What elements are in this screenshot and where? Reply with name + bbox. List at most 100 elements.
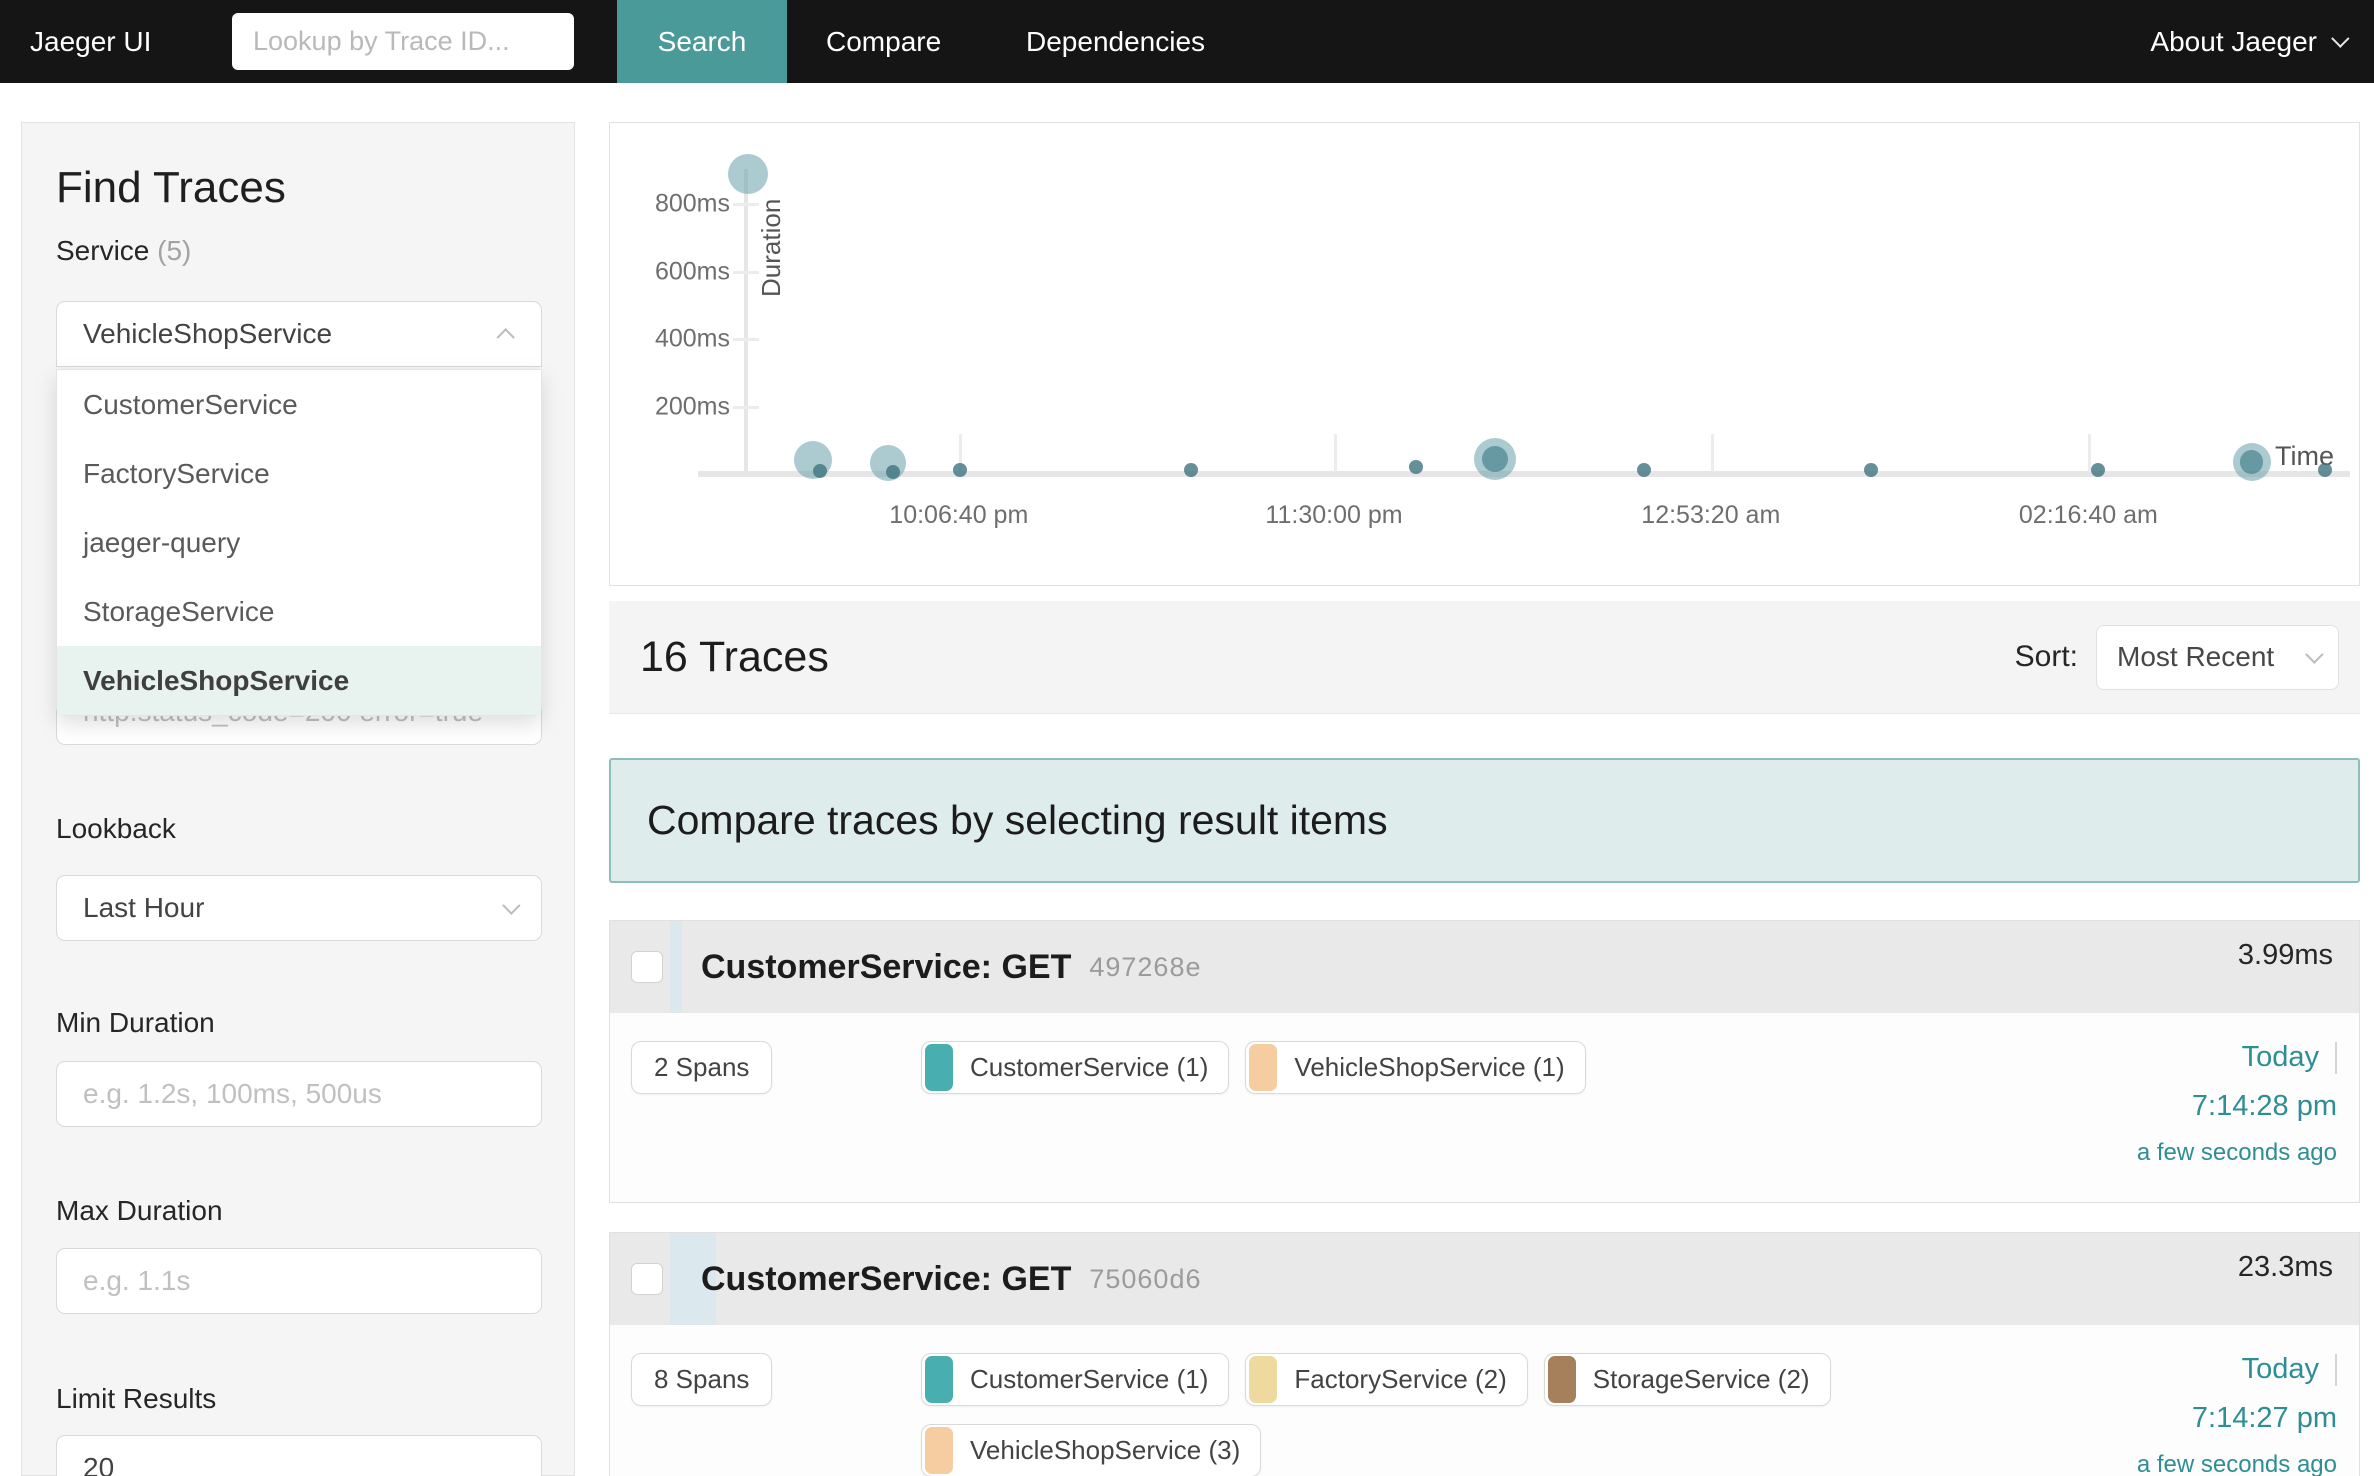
trace-relative-time: a few seconds ago — [2136, 1451, 2337, 1476]
trace-id: 75060d6 — [1089, 1263, 1202, 1294]
compare-banner-text: Compare traces by selecting result items — [647, 797, 1388, 843]
trace-id-lookup-input[interactable] — [232, 13, 574, 70]
y-tick-label: 800ms — [654, 189, 730, 218]
trace-select-checkbox[interactable] — [631, 951, 663, 983]
service-tag-label: StorageService (2) — [1592, 1364, 1810, 1394]
date-divider — [2335, 1041, 2337, 1074]
scatter-point[interactable] — [1409, 459, 1424, 474]
trace-scatter-plot: Duration Time 200ms 400ms 600ms 800ms 10:06:… — [609, 122, 2360, 586]
span-count-pill: 2 Spans — [631, 1041, 773, 1094]
min-duration-label: Min Duration — [56, 1007, 215, 1038]
trace-duration: 3.99ms — [2237, 939, 2333, 971]
y-tick-mark — [733, 270, 759, 274]
service-color-swatch — [925, 1044, 953, 1091]
service-color-swatch — [925, 1427, 953, 1474]
service-tag-pill: StorageService (2) — [1543, 1353, 1831, 1406]
x-tick-mark — [1710, 434, 1714, 472]
service-count: (5) — [157, 235, 192, 266]
service-tag-pill: VehicleShopService (3) — [921, 1424, 1262, 1476]
service-tag-pill: CustomerService (1) — [921, 1353, 1230, 1406]
limit-results-label: Limit Results — [56, 1383, 217, 1414]
x-axis-line — [698, 471, 2350, 477]
service-option[interactable]: FactoryService — [83, 458, 270, 489]
trace-result-item[interactable]: CustomerService: GET 75060d6 23.3ms 8 Sp… — [609, 1232, 2360, 1476]
trace-title: CustomerService: GET — [701, 1259, 1072, 1298]
x-tick-mark — [1334, 434, 1337, 472]
scatter-point[interactable] — [1863, 462, 1878, 477]
service-color-swatch — [1249, 1356, 1278, 1403]
service-option[interactable]: VehicleShopService — [57, 646, 541, 715]
about-jaeger-menu[interactable]: About Jaeger — [2150, 0, 2350, 83]
service-select[interactable]: VehicleShopService — [56, 301, 542, 367]
trace-time[interactable]: 7:14:28 pm — [2191, 1090, 2337, 1122]
x-tick-label: 10:06:40 pm — [889, 501, 1029, 529]
sort-select[interactable]: Most Recent — [2096, 624, 2339, 690]
trace-card-header: CustomerService: GET 497268e 3.99ms — [610, 921, 2359, 1013]
x-tick-label: 11:30:00 pm — [1265, 501, 1403, 529]
sort-label: Sort: — [2014, 640, 2078, 673]
y-tick-label: 200ms — [654, 392, 730, 420]
trace-select-checkbox[interactable] — [631, 1263, 663, 1295]
service-tags: CustomerService (1) VehicleShopService (1… — [921, 1041, 2011, 1094]
trace-result-item[interactable]: CustomerService: GET 497268e 3.99ms 2 Sp… — [609, 920, 2360, 1203]
x-tick-label: 02:16:40 am — [2018, 501, 2158, 529]
trace-date[interactable]: Today — [2241, 1041, 2319, 1073]
trace-duration: 23.3ms — [2237, 1251, 2333, 1283]
y-tick-label: 600ms — [654, 257, 730, 285]
service-option[interactable]: jaeger-query — [83, 527, 241, 558]
y-tick-mark — [733, 338, 759, 341]
trace-time[interactable]: 7:14:27 pm — [2191, 1402, 2337, 1434]
y-axis-line — [744, 169, 748, 474]
service-tag-label: VehicleShopService (3) — [970, 1435, 1241, 1465]
nav-tab-search[interactable]: Search — [617, 0, 787, 83]
service-option[interactable]: StorageService — [83, 596, 275, 627]
service-tag-pill: FactoryService (2) — [1245, 1353, 1528, 1406]
scatter-point-core — [2239, 450, 2264, 474]
service-label: Service (5) — [56, 235, 192, 266]
trace-dates: Today 7:14:27 pm a few seconds ago — [2011, 1353, 2337, 1476]
trace-card-header: CustomerService: GET 75060d6 23.3ms — [610, 1233, 2359, 1325]
y-tick-mark — [733, 203, 759, 206]
results-header-bar: 16 Traces Sort: Most Recent — [609, 601, 2360, 714]
service-tag-pill: CustomerService (1) — [921, 1041, 1230, 1094]
chevron-down-icon — [502, 895, 521, 915]
min-duration-input[interactable] — [56, 1061, 542, 1127]
lookback-select[interactable]: Last Hour — [56, 875, 542, 941]
service-tags: CustomerService (1) FactoryService (2) Sto… — [921, 1353, 2011, 1476]
scatter-point[interactable] — [812, 464, 827, 479]
y-tick-mark — [733, 405, 759, 409]
max-duration-input[interactable] — [56, 1248, 542, 1314]
trace-card-body: 8 Spans CustomerService (1) FactoryServic… — [610, 1325, 2359, 1476]
top-navbar: Jaeger UI Search Compare Dependencies Ab… — [0, 0, 2374, 83]
scatter-point[interactable] — [953, 462, 968, 477]
limit-results-input[interactable] — [56, 1435, 542, 1476]
service-option[interactable]: CustomerService — [83, 389, 298, 420]
trace-date[interactable]: Today — [2241, 1353, 2319, 1385]
scatter-point[interactable] — [1473, 437, 1516, 480]
scatter-point[interactable] — [727, 153, 768, 194]
chevron-down-icon — [2331, 29, 2350, 48]
app-brand[interactable]: Jaeger UI — [30, 26, 152, 57]
y-tick-label: 400ms — [654, 324, 730, 353]
nav-tab-compare[interactable]: Compare — [826, 26, 942, 57]
scatter-point[interactable] — [2091, 462, 2105, 477]
max-duration-label: Max Duration — [56, 1195, 223, 1226]
scatter-point[interactable] — [1183, 462, 1198, 477]
duration-bar — [670, 1233, 716, 1325]
date-divider — [2335, 1353, 2337, 1386]
scatter-point[interactable] — [2232, 442, 2271, 481]
service-tag-label: VehicleShopService (1) — [1294, 1052, 1565, 1082]
nav-tab-dependencies[interactable]: Dependencies — [1026, 26, 1206, 57]
service-tag-label: CustomerService (1) — [970, 1052, 1209, 1082]
service-tag-label: CustomerService (1) — [970, 1364, 1209, 1394]
x-tick-mark — [958, 434, 962, 472]
scatter-point[interactable] — [1636, 462, 1651, 477]
trace-card-body: 2 Spans CustomerService (1) VehicleShopSe… — [610, 1013, 2359, 1167]
lookback-label: Lookback — [56, 813, 176, 844]
service-tag-label: FactoryService (2) — [1294, 1364, 1507, 1394]
scatter-point[interactable] — [886, 464, 901, 479]
service-color-swatch — [1547, 1356, 1576, 1403]
scatter-point[interactable] — [2318, 462, 2333, 477]
trace-title: CustomerService: GET — [701, 947, 1072, 986]
